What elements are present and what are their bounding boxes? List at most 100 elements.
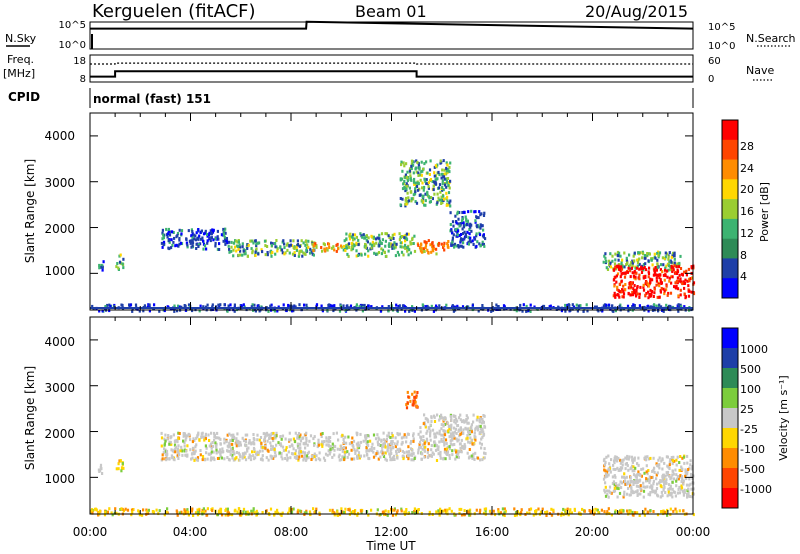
data-cell bbox=[605, 455, 608, 459]
power-cbar-tick-4: 4 bbox=[740, 270, 747, 283]
data-cell bbox=[465, 418, 468, 422]
data-cell bbox=[346, 252, 349, 256]
data-cell bbox=[227, 457, 231, 461]
data-cell bbox=[389, 442, 393, 446]
data-cell bbox=[172, 433, 175, 437]
data-cell bbox=[503, 507, 506, 511]
data-cell bbox=[674, 507, 677, 511]
data-cell bbox=[665, 303, 668, 307]
data-cell bbox=[682, 482, 685, 486]
data-cell bbox=[331, 442, 334, 446]
data-cell bbox=[644, 275, 647, 279]
data-cell bbox=[645, 458, 648, 462]
data-cell bbox=[365, 434, 368, 438]
data-cell bbox=[200, 229, 203, 233]
data-cell bbox=[309, 434, 313, 438]
data-cell bbox=[474, 219, 477, 223]
data-cell bbox=[620, 265, 623, 269]
data-cell bbox=[457, 222, 460, 226]
data-cell bbox=[445, 452, 448, 456]
data-cell bbox=[673, 257, 676, 261]
data-cell bbox=[305, 509, 308, 513]
data-cell bbox=[138, 513, 141, 517]
data-cell bbox=[168, 240, 171, 244]
data-cell bbox=[443, 248, 446, 252]
data-cell bbox=[416, 508, 419, 512]
data-cell bbox=[320, 435, 323, 438]
data-cell bbox=[274, 454, 277, 458]
data-cell bbox=[457, 229, 460, 233]
data-cell bbox=[677, 265, 681, 269]
data-cell bbox=[226, 309, 229, 313]
data-cell bbox=[650, 476, 653, 479]
data-cell bbox=[686, 279, 689, 283]
colorbar-swatch bbox=[722, 179, 738, 200]
data-cell bbox=[465, 414, 468, 418]
data-cell bbox=[420, 457, 423, 461]
colorbar-swatch bbox=[722, 388, 738, 409]
data-cell bbox=[666, 470, 670, 474]
data-cell bbox=[604, 256, 607, 260]
data-cell bbox=[622, 292, 626, 296]
data-cell bbox=[623, 275, 627, 279]
beam-title: Beam 01 bbox=[355, 2, 427, 21]
data-cell bbox=[340, 507, 343, 511]
data-cell bbox=[413, 457, 416, 460]
data-cell bbox=[183, 448, 186, 452]
data-cell bbox=[650, 258, 653, 262]
data-cell bbox=[249, 239, 252, 243]
data-cell bbox=[659, 495, 663, 499]
data-cell bbox=[663, 485, 666, 489]
data-cell bbox=[194, 511, 198, 515]
data-cell bbox=[467, 240, 470, 244]
data-cell bbox=[653, 470, 656, 474]
data-cell bbox=[193, 458, 196, 462]
data-cell bbox=[314, 458, 317, 462]
data-cell bbox=[669, 304, 672, 308]
data-cell bbox=[660, 305, 663, 309]
data-cell bbox=[186, 243, 189, 247]
data-cell bbox=[612, 463, 615, 467]
data-cell bbox=[635, 266, 639, 270]
data-cell bbox=[655, 473, 658, 477]
data-cell bbox=[202, 239, 205, 243]
data-cell bbox=[231, 446, 234, 450]
nsearch-label: N.Search bbox=[746, 32, 796, 45]
data-cell bbox=[653, 303, 656, 307]
data-cell bbox=[188, 239, 191, 243]
data-cell bbox=[192, 437, 195, 441]
data-cell bbox=[616, 459, 619, 463]
data-cell bbox=[196, 456, 200, 460]
data-cell bbox=[660, 459, 663, 463]
data-cell bbox=[464, 445, 467, 449]
data-cell bbox=[632, 473, 636, 477]
data-cell bbox=[147, 511, 150, 515]
data-cell bbox=[211, 509, 214, 513]
data-cell bbox=[426, 448, 430, 452]
data-cell bbox=[236, 240, 239, 244]
data-cell bbox=[158, 309, 161, 313]
data-cell bbox=[298, 303, 301, 307]
data-cell bbox=[634, 266, 637, 270]
data-cell bbox=[626, 454, 629, 458]
data-cell bbox=[495, 303, 498, 307]
data-cell bbox=[312, 507, 315, 511]
data-cell bbox=[302, 241, 305, 245]
data-cell bbox=[646, 253, 649, 257]
data-cell bbox=[214, 237, 217, 241]
data-cell bbox=[98, 263, 101, 267]
data-cell bbox=[198, 438, 201, 442]
data-cell bbox=[671, 469, 674, 473]
data-cell bbox=[443, 177, 446, 181]
data-cell bbox=[675, 284, 678, 288]
data-cell bbox=[241, 245, 244, 249]
data-cell bbox=[409, 399, 412, 403]
data-cell bbox=[201, 508, 204, 512]
data-cell bbox=[679, 474, 682, 478]
data-cell bbox=[659, 273, 662, 277]
data-cell bbox=[447, 245, 450, 249]
data-cell bbox=[384, 232, 387, 236]
nsky-left-tick-top: 10^5 bbox=[59, 20, 86, 31]
data-cell bbox=[474, 435, 477, 439]
data-cell bbox=[478, 233, 482, 237]
